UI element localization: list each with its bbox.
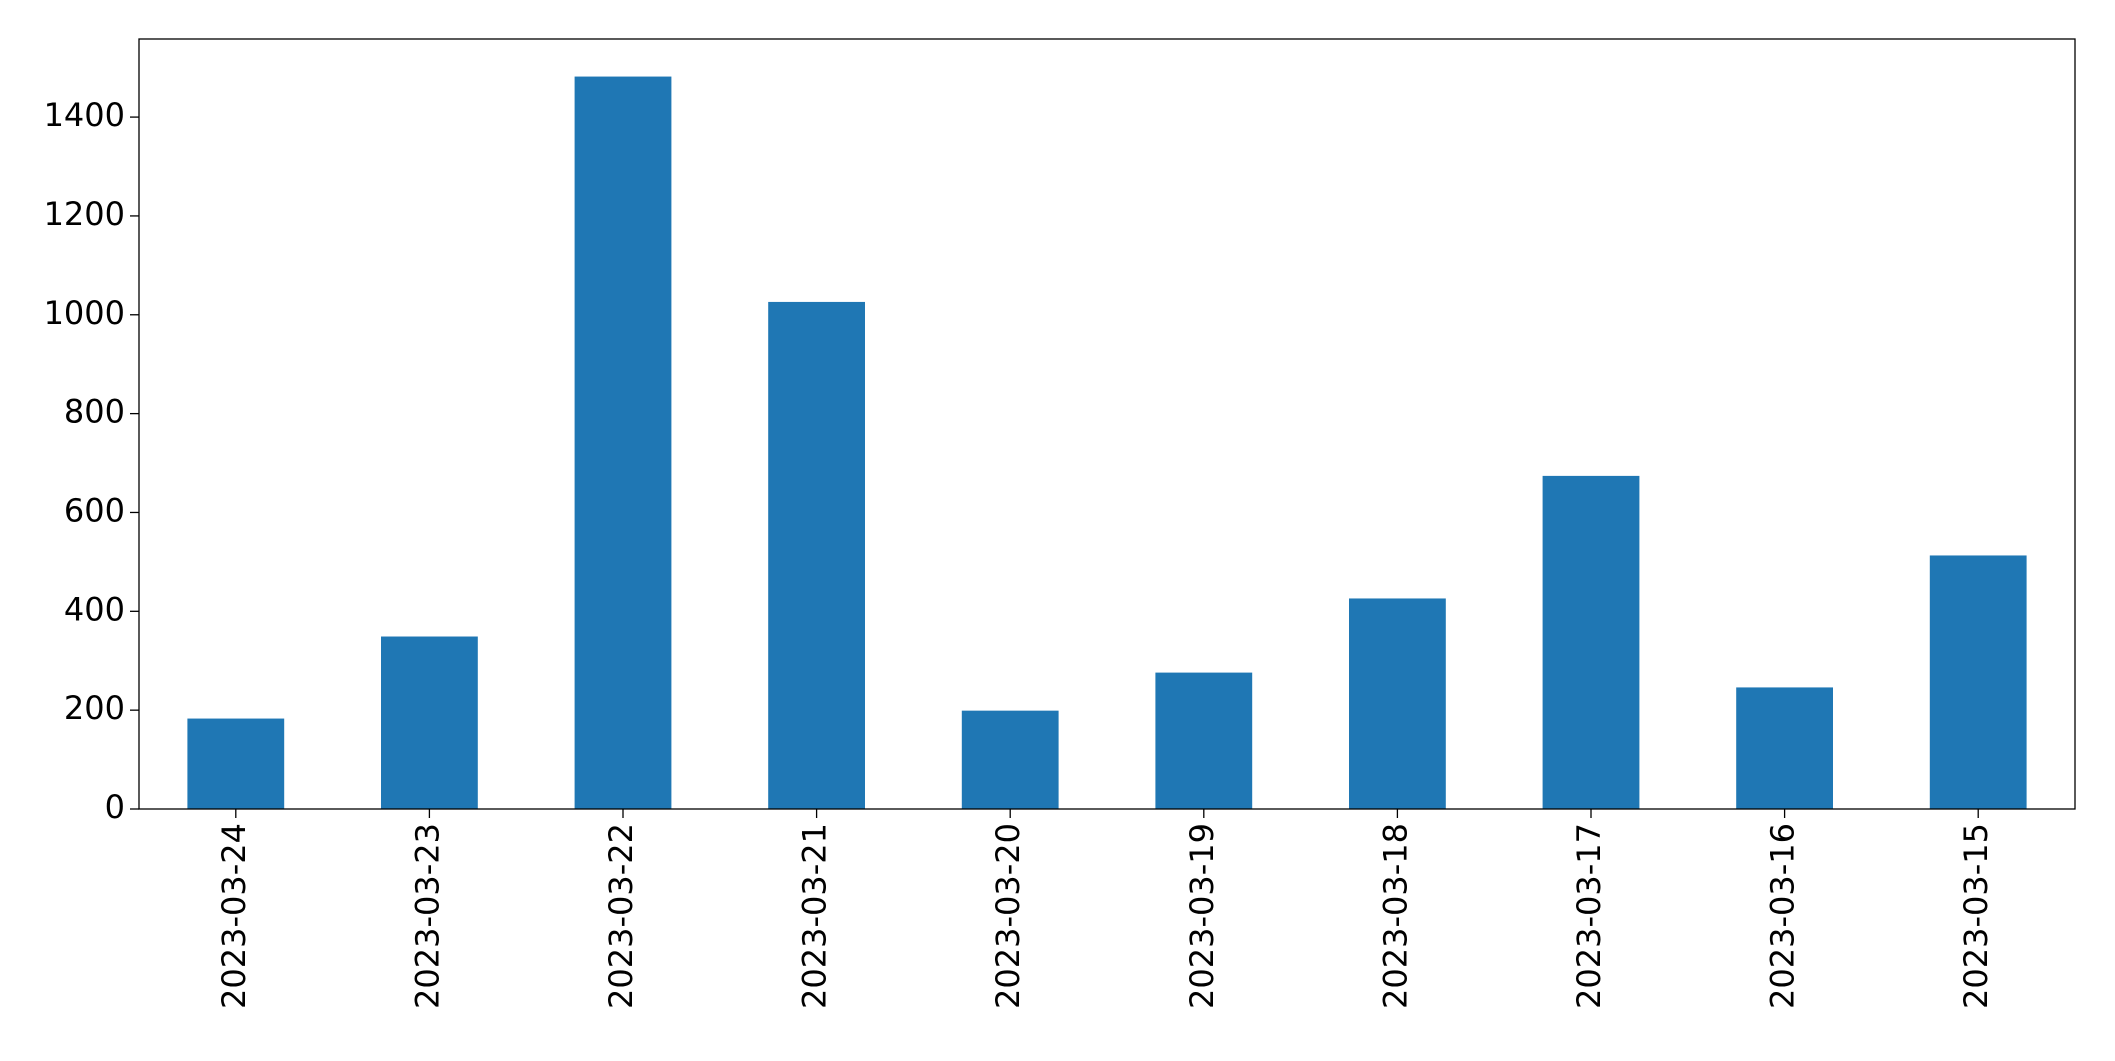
y-tick-label: 800 <box>64 393 125 431</box>
x-tick-label: 2023-03-24 <box>215 823 253 1009</box>
x-tick-label: 2023-03-21 <box>796 823 834 1009</box>
x-tick-label: 2023-03-15 <box>1957 823 1995 1009</box>
bar <box>1542 475 1640 809</box>
x-tick-label: 2023-03-16 <box>1764 823 1802 1009</box>
y-tick-label: 1000 <box>44 294 125 332</box>
y-tick-label: 400 <box>64 590 125 628</box>
bar <box>768 301 865 809</box>
bar <box>1929 555 2027 809</box>
x-tick-label: 2023-03-20 <box>989 823 1027 1009</box>
y-tick-label: 1200 <box>44 195 125 233</box>
x-tick-label: 2023-03-17 <box>1570 823 1608 1009</box>
bar <box>1736 687 1833 809</box>
bar <box>574 76 672 809</box>
bar <box>1155 672 1253 809</box>
bar <box>381 636 478 809</box>
y-tick-label: 0 <box>105 788 125 826</box>
x-tick-label: 2023-03-18 <box>1376 823 1414 1009</box>
plot-frame <box>138 38 2076 810</box>
bar <box>1349 598 1446 809</box>
y-tick-label: 1400 <box>44 96 125 134</box>
bar <box>961 710 1059 809</box>
bar <box>187 718 285 809</box>
y-tick-label: 600 <box>64 491 125 529</box>
y-tick-label: 200 <box>64 689 125 727</box>
x-tick-label: 2023-03-22 <box>602 823 640 1009</box>
x-tick-label: 2023-03-19 <box>1183 823 1221 1009</box>
x-tick-label: 2023-03-23 <box>408 823 446 1009</box>
